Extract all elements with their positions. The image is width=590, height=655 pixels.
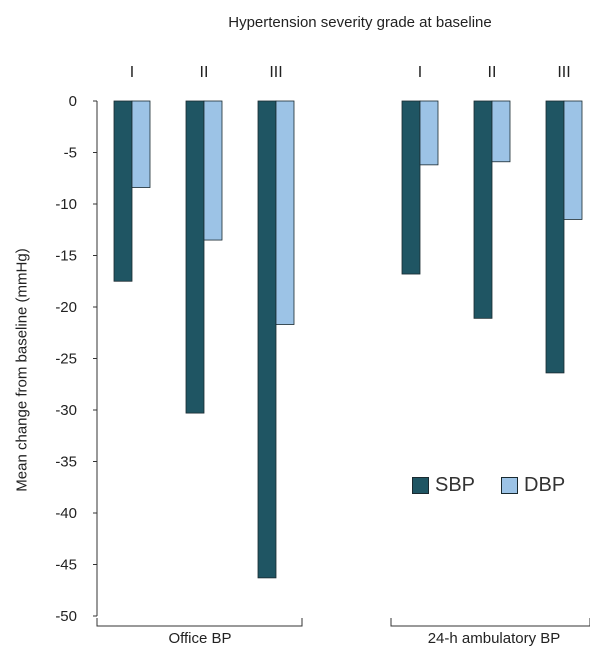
y-tick-label: -10 <box>55 196 77 213</box>
x-tick-label: I <box>130 64 134 81</box>
legend-item-sbp: SBP <box>412 474 475 497</box>
bar-sbp <box>257 100 277 579</box>
y-tick-label: -25 <box>55 351 77 368</box>
group-label-ambulatory: 24-h ambulatory BP <box>427 630 561 647</box>
bar-dbp <box>491 100 511 163</box>
group-bracket <box>96 618 303 627</box>
y-tick-label: -15 <box>55 248 77 265</box>
y-tick-label: 0 <box>69 93 77 110</box>
bar-dbp <box>203 100 223 241</box>
x-tick-label: I <box>418 64 422 81</box>
y-tick-label: -40 <box>55 505 77 522</box>
legend-label-sbp: SBP <box>435 474 476 496</box>
y-tick-label: -30 <box>55 402 77 419</box>
legend-item-dbp: DBP <box>501 474 565 497</box>
chart-title: Hypertension severity grade at baseline <box>228 14 492 31</box>
x-tick-label: III <box>269 64 282 81</box>
y-tick-label: -20 <box>55 299 77 316</box>
y-tick-label: -45 <box>55 557 77 574</box>
bar-sbp <box>113 100 133 282</box>
x-tick-label: II <box>200 64 209 81</box>
bar-dbp <box>563 100 583 220</box>
bar-sbp <box>473 100 493 319</box>
bar-dbp <box>275 100 295 325</box>
bar-sbp <box>401 100 421 275</box>
legend-swatch-dbp <box>501 477 519 494</box>
bar-sbp <box>545 100 565 374</box>
y-tick-label: -5 <box>64 145 77 162</box>
group-label-office: Office BP <box>168 630 232 647</box>
bar-dbp <box>131 100 151 188</box>
y-tick-label: -50 <box>55 608 77 625</box>
x-tick-label: II <box>488 64 497 81</box>
x-tick-label: III <box>557 64 570 81</box>
y-tick-label: -35 <box>55 454 77 471</box>
chart-legend: SBP DBP <box>412 474 590 497</box>
group-bracket <box>390 618 590 627</box>
bar-dbp <box>419 100 439 166</box>
bar-sbp <box>185 100 205 414</box>
legend-swatch-sbp <box>412 477 429 494</box>
legend-label-dbp: DBP <box>524 474 566 496</box>
